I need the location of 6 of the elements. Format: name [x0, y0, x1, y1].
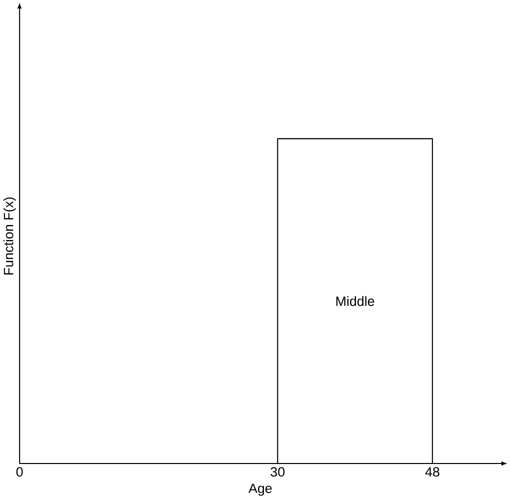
annotation: Middle — [336, 296, 374, 306]
x-tick-label: 0 — [16, 467, 23, 477]
x-axis-title: Age — [248, 484, 272, 496]
y-axis-title: Function F(x) — [3, 197, 16, 274]
x-tick-label: 48 — [425, 467, 440, 477]
x-tick-label: 30 — [270, 467, 285, 477]
